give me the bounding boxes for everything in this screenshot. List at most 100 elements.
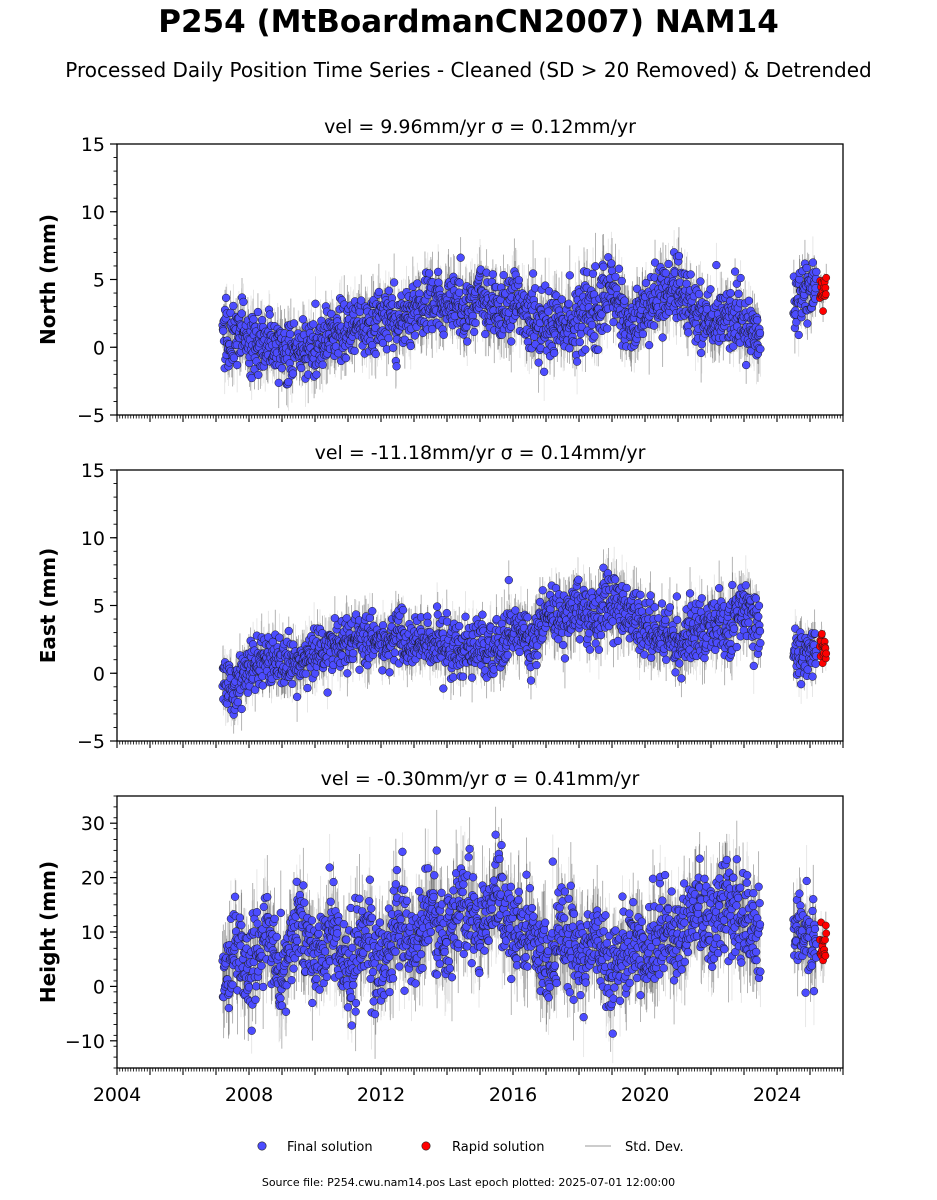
final-point	[410, 331, 420, 340]
final-point	[744, 296, 754, 305]
final-point	[706, 285, 715, 294]
final-point	[384, 286, 394, 295]
final-point	[221, 293, 231, 303]
final-point	[384, 334, 393, 343]
final-point	[614, 264, 624, 273]
final-point	[581, 345, 590, 354]
final-point	[575, 337, 584, 347]
final-point	[284, 377, 293, 387]
final-point	[334, 349, 343, 358]
final-point	[755, 328, 765, 338]
plot-area	[218, 227, 831, 411]
final-point	[572, 357, 582, 366]
panel-title: vel = 9.96mm/yr σ = 0.12mm/yr	[324, 116, 636, 138]
final-point	[233, 360, 242, 370]
y-tick-label: 0	[93, 337, 105, 359]
final-point	[312, 370, 321, 379]
final-point	[808, 258, 818, 267]
final-point	[597, 310, 606, 319]
rapid-point	[821, 290, 830, 299]
final-point	[471, 318, 480, 328]
final-point	[802, 263, 811, 273]
final-point	[742, 360, 751, 370]
final-point	[697, 340, 706, 349]
final-point	[424, 269, 434, 278]
final-point	[732, 279, 741, 288]
final-point	[257, 315, 267, 325]
final-point	[219, 326, 228, 335]
final-point	[674, 251, 684, 261]
final-point	[734, 289, 743, 298]
page-title: P254 (MtBoardmanCN2007) NAM14	[158, 4, 779, 40]
final-point	[557, 295, 566, 304]
final-point	[617, 276, 626, 286]
final-point	[607, 259, 616, 268]
final-point	[253, 307, 263, 317]
rapid-point	[819, 307, 827, 315]
final-point	[388, 343, 398, 353]
final-point	[433, 267, 443, 277]
final-point	[274, 378, 283, 388]
final-point	[565, 271, 574, 280]
final-point	[229, 353, 239, 362]
final-point	[591, 262, 600, 271]
final-point	[488, 270, 498, 279]
final-point	[389, 278, 399, 287]
y-tick-label: 5	[93, 270, 105, 292]
final-point	[650, 258, 660, 267]
final-point	[288, 369, 298, 378]
final-point	[682, 279, 691, 288]
final-point	[641, 278, 651, 288]
final-point	[684, 328, 693, 337]
rapid-point	[821, 283, 830, 292]
y-tick-label: 15	[81, 134, 105, 156]
final-point	[603, 324, 612, 333]
final-point	[726, 288, 735, 298]
final-point	[696, 277, 705, 286]
final-point	[378, 338, 388, 348]
final-point	[594, 345, 603, 354]
final-point	[237, 309, 246, 318]
final-point	[649, 321, 659, 330]
final-point	[277, 364, 287, 373]
final-point	[736, 273, 745, 283]
panel-1: −5 0 5 10 15 vel = 9.96mm/yr σ = 0.12mm/yr Nor…	[36, 116, 844, 427]
final-point	[413, 279, 422, 288]
rapid-point	[822, 273, 831, 282]
final-point	[309, 320, 318, 329]
final-point	[297, 363, 306, 373]
final-point	[318, 360, 327, 369]
final-point	[341, 353, 351, 363]
final-point	[371, 349, 380, 359]
final-point	[792, 318, 801, 327]
final-point	[265, 310, 274, 319]
final-point	[550, 348, 559, 358]
final-point	[590, 332, 599, 341]
final-point	[534, 358, 543, 367]
final-point	[609, 318, 618, 327]
final-point	[544, 307, 553, 316]
final-point	[254, 370, 263, 380]
final-point	[470, 327, 479, 337]
final-point	[661, 268, 670, 278]
final-point	[327, 309, 336, 319]
final-point	[357, 296, 366, 305]
final-point	[434, 278, 443, 287]
final-point	[249, 315, 258, 324]
final-point	[239, 297, 248, 307]
final-point	[528, 269, 538, 278]
page-subtitle: Processed Daily Position Time Series - C…	[65, 58, 872, 82]
final-point	[696, 348, 706, 358]
plot-area	[218, 546, 831, 734]
final-point	[455, 288, 464, 297]
y-tick-label: −5	[77, 405, 105, 427]
final-point	[712, 260, 721, 270]
final-point	[439, 330, 448, 339]
final-point	[756, 344, 765, 354]
final-point	[481, 329, 490, 339]
final-point	[803, 319, 812, 328]
final-point	[564, 299, 573, 308]
final-point	[658, 333, 667, 342]
